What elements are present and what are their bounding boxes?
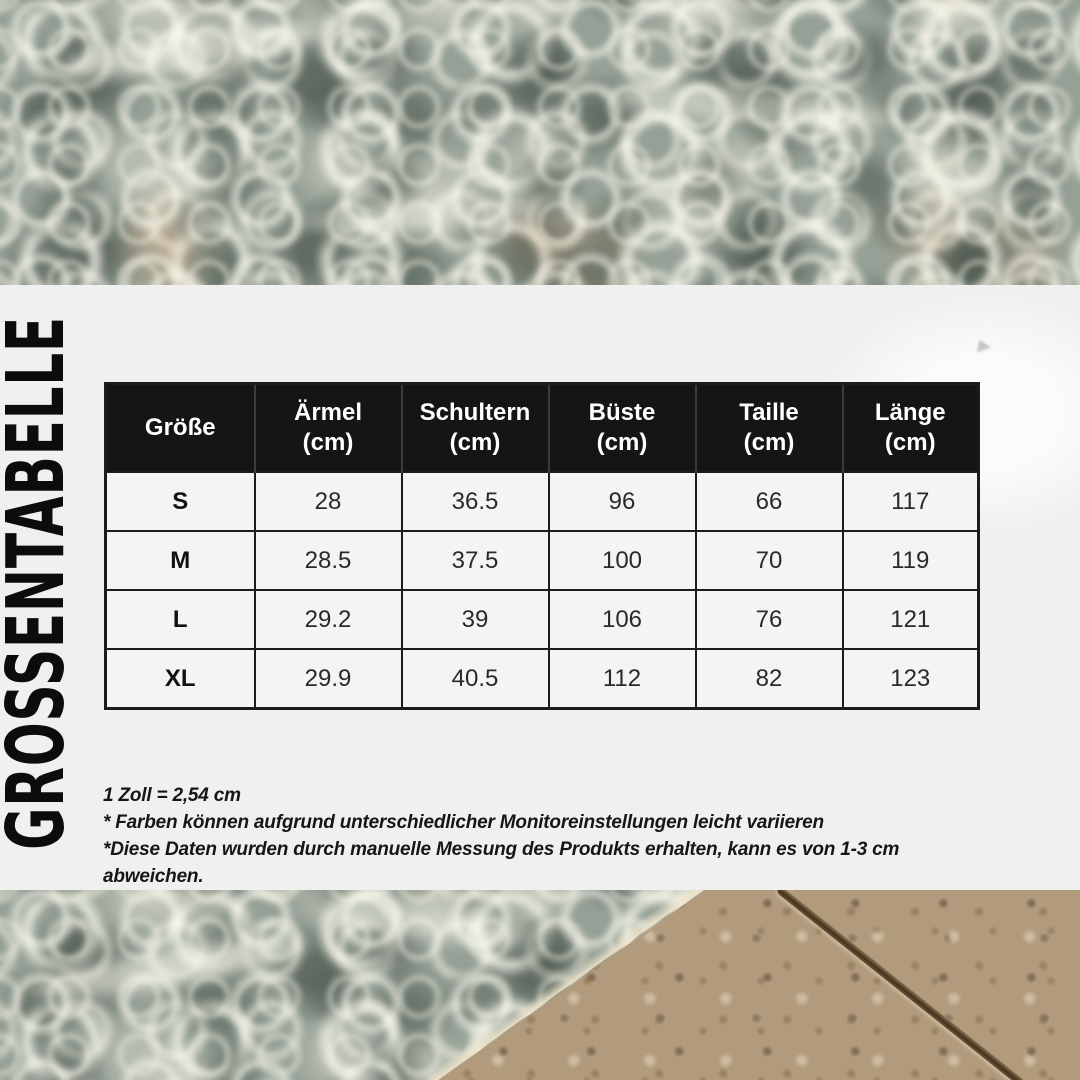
cell-schultern: 40.5 — [400, 648, 550, 710]
col-header-laenge: Länge (cm) — [841, 383, 979, 472]
col-header-bueste: Büste (cm) — [547, 383, 697, 472]
col-header-groesse: Größe — [105, 383, 256, 472]
cell-schultern: 39 — [400, 589, 550, 650]
col-header-schultern: Schultern (cm) — [400, 383, 550, 472]
cursor-artifact — [976, 339, 993, 356]
pool-water-photo-bottom — [0, 890, 1080, 1080]
cell-aermel: 29.9 — [253, 648, 403, 710]
cell-taille: 70 — [694, 530, 844, 591]
page-title-vertical: GRÖSSENTABELLE — [0, 296, 82, 870]
footnotes: 1 Zoll = 2,54 cm * Farben können aufgrun… — [103, 782, 1003, 890]
cell-taille: 76 — [694, 589, 844, 650]
size-table: Größe Ärmel (cm) Schultern (cm) Büste (c… — [104, 382, 980, 710]
cell-size: XL — [104, 648, 256, 710]
table-row-l: L 29.2 39 106 76 121 — [104, 589, 980, 650]
cell-laenge: 117 — [841, 471, 980, 532]
cell-bueste: 96 — [547, 471, 697, 532]
size-chart-panel: GRÖSSENTABELLE Größe Ärmel (cm) — [0, 285, 1080, 890]
cell-schultern: 37.5 — [400, 530, 550, 591]
cell-schultern: 36.5 — [400, 471, 550, 532]
footnote-measurement-disclaimer: *Diese Daten wurden durch manuelle Messu… — [103, 839, 900, 887]
cell-bueste: 106 — [547, 589, 697, 650]
page-title: GRÖSSENTABELLE — [0, 316, 82, 850]
cell-aermel: 29.2 — [253, 589, 403, 650]
cell-laenge: 121 — [841, 589, 980, 650]
cell-laenge: 123 — [841, 648, 980, 710]
footnote-color-disclaimer: * Farben können aufgrund unterschiedlich… — [103, 812, 824, 833]
footnote-inch-conversion: 1 Zoll = 2,54 cm — [103, 785, 241, 806]
table-row-xl: XL 29.9 40.5 112 82 123 — [104, 648, 980, 710]
cell-size: S — [104, 471, 256, 532]
cell-size: L — [104, 589, 256, 650]
cell-size: M — [104, 530, 256, 591]
table-row-m: M 28.5 37.5 100 70 119 — [104, 530, 980, 591]
cell-laenge: 119 — [841, 530, 980, 591]
cell-taille: 66 — [694, 471, 844, 532]
cell-taille: 82 — [694, 648, 844, 710]
table-row-s: S 28 36.5 96 66 117 — [104, 471, 980, 532]
pool-water-photo-top — [0, 0, 1080, 285]
size-table-header: Größe Ärmel (cm) Schultern (cm) Büste (c… — [105, 383, 979, 472]
cell-aermel: 28 — [253, 471, 403, 532]
col-header-aermel: Ärmel (cm) — [253, 383, 403, 472]
cell-aermel: 28.5 — [253, 530, 403, 591]
cell-bueste: 112 — [547, 648, 697, 710]
cell-bueste: 100 — [547, 530, 697, 591]
col-header-taille: Taille (cm) — [694, 383, 844, 472]
